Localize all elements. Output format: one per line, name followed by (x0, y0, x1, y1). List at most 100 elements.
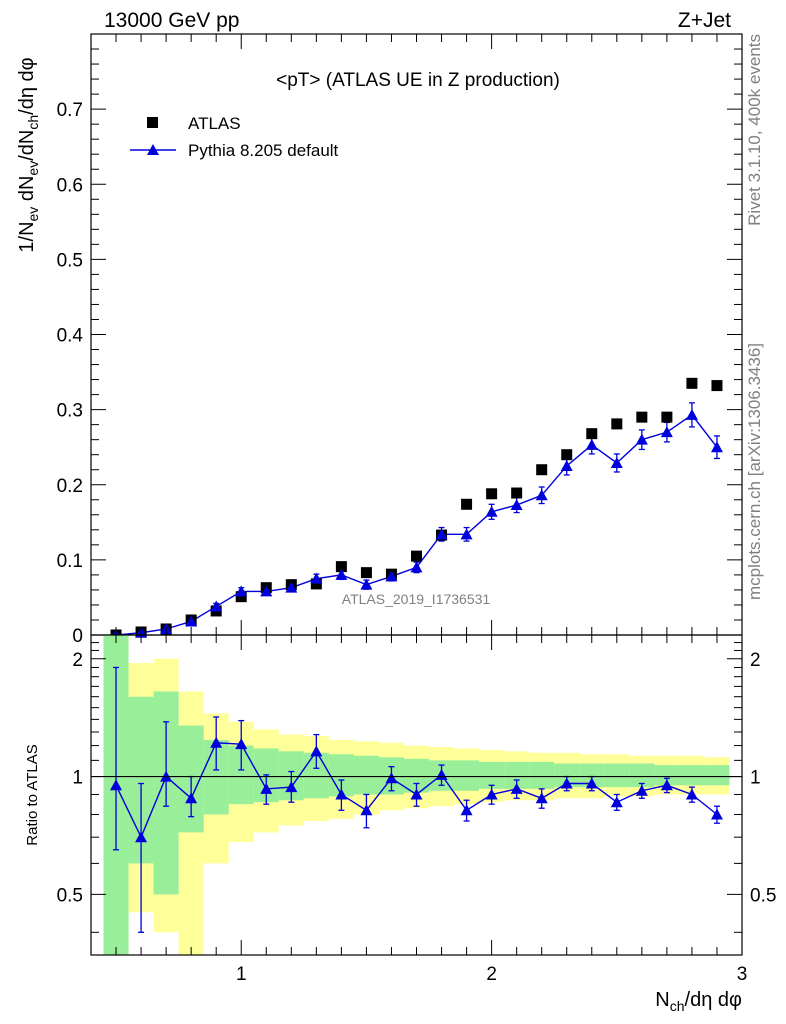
pythia-data-point (660, 426, 673, 438)
atlas-data-point (235, 591, 247, 603)
pythia-data-point (335, 568, 348, 580)
pythia-data-point (385, 570, 398, 582)
main-y-tick-label: 0 (72, 626, 83, 647)
mcplots-label: mcplots.cern.ch [arXiv:1306.3436] (745, 343, 764, 600)
legend-atlas-label: ATLAS (188, 114, 241, 133)
atlas-data-point (636, 411, 648, 423)
ratio-band-inner (704, 765, 730, 786)
ratio-data-point (385, 772, 398, 784)
pythia-data-point (610, 456, 623, 468)
main-y-tick-label: 0.3 (57, 401, 83, 422)
pythia-data-point (185, 615, 198, 627)
atlas-data-point (661, 411, 673, 423)
ratio-band-inner (529, 761, 555, 789)
pythia-data-point (510, 499, 523, 511)
main-title: <pT> (ATLAS UE in Z production) (276, 70, 560, 91)
atlas-data-point (511, 487, 523, 499)
ratio-band-inner (454, 760, 480, 791)
pythia-data-point (285, 581, 298, 593)
pythia-data-point (360, 578, 373, 590)
atlas-data-point (411, 550, 422, 562)
pythia-data-point (635, 433, 648, 445)
ratio-data-point (410, 788, 423, 800)
atlas-data-point (686, 377, 698, 389)
ratio-y-tick-label-right: 1 (750, 768, 761, 789)
pythia-data-point (535, 489, 548, 501)
atlas-data-point (486, 488, 498, 500)
pythia-data-point (685, 408, 698, 420)
atlas-data-point (611, 418, 623, 430)
analysis-label: ATLAS_2019_I1736531 (342, 591, 491, 607)
pythia-data-point (485, 505, 498, 517)
ratio-y-axis-label: Ratio to ATLAS (24, 744, 41, 845)
ratio-data-point (210, 736, 223, 748)
ratio-data-point (685, 788, 698, 800)
ratio-y-tick-label: 0.5 (57, 885, 83, 906)
legend-pythia-label: Pythia 8.205 default (188, 141, 339, 160)
pythia-data-point (210, 600, 223, 612)
ratio-y-tick-label: 2 (72, 650, 83, 671)
pythia-data-point (260, 585, 273, 597)
ratio-data-point (460, 804, 473, 816)
main-y-tick-label: 0.2 (57, 476, 83, 497)
ratio-data-point (260, 782, 273, 794)
legend-pythia-marker (147, 144, 159, 155)
ratio-y-tick-label-right: 2 (750, 650, 761, 671)
main-y-tick-label: 0.7 (57, 100, 83, 121)
energy-label: 13000 GeV pp (104, 9, 239, 32)
ratio-data-point (360, 804, 373, 816)
main-panel: 0 0.1 0.2 0.3 0.4 0.5 0.6 0.7 <pT> (ATLAS UE in… (16, 33, 743, 647)
ratio-data-point (135, 831, 148, 843)
main-y-tick-label: 0.4 (57, 326, 84, 347)
main-y-tick-label: 0.1 (57, 551, 83, 572)
atlas-data-point (536, 464, 548, 476)
pythia-data-point (560, 459, 573, 471)
pythia-data-point (435, 528, 448, 540)
ratio-data-point (635, 784, 648, 796)
pythia-data-point (410, 561, 423, 573)
ratio-y-tick-label-right: 0.5 (750, 885, 776, 906)
ratio-data-point (235, 738, 248, 750)
rivet-label: Rivet 3.1.10, 400k events (745, 34, 764, 226)
atlas-data-point (310, 578, 322, 590)
ratio-data-point (660, 779, 673, 791)
x-tick-label: 2 (486, 964, 497, 985)
ratio-band-inner (554, 763, 580, 788)
ratio-data-point (535, 792, 548, 804)
ratio-data-point (485, 788, 498, 800)
x-axis-label: Nch/dη dφ (655, 989, 742, 1014)
ratio-data-point (110, 779, 123, 791)
main-y-tick-label: 0.5 (57, 250, 83, 271)
pythia-data-point (585, 438, 598, 450)
x-tick-label: 1 (236, 964, 247, 985)
ratio-panel: 0.5 0.5 1 1 2 2 1 2 3 Ratio to ATLAS Nch/dη dφ (24, 634, 776, 1014)
ratio-data-point (560, 777, 573, 789)
ratio-band-inner (629, 763, 655, 788)
ratio-data-point (710, 808, 723, 820)
ratio-band-inner (604, 763, 630, 788)
pythia-data-point (710, 441, 723, 453)
main-y-axis-label: 1/Nev dNev/dNch/dη dφ (16, 57, 41, 252)
ratio-data-point (610, 796, 623, 808)
main-y-tick-label: 0.6 (57, 175, 83, 196)
pythia-data-point (310, 572, 323, 584)
legend-atlas-marker (147, 117, 158, 128)
ratio-data-point (285, 781, 298, 793)
atlas-data-point (561, 449, 573, 461)
ratio-data-point (310, 745, 323, 757)
ratio-band-inner (579, 763, 605, 788)
ratio-band-inner (679, 765, 705, 786)
ratio-data-point (185, 792, 198, 804)
ratio-data-point (585, 777, 598, 789)
atlas-data-point (360, 567, 372, 579)
ratio-band-inner (479, 761, 505, 789)
ratio-data-point (510, 782, 523, 794)
atlas-data-point (711, 380, 723, 392)
x-tick-label: 3 (737, 964, 748, 985)
atlas-data-point (335, 561, 347, 573)
ratio-band-inner (654, 765, 680, 786)
pythia-data-point (460, 528, 473, 540)
process-label: Z+Jet (678, 9, 731, 32)
atlas-data-point (461, 498, 473, 510)
